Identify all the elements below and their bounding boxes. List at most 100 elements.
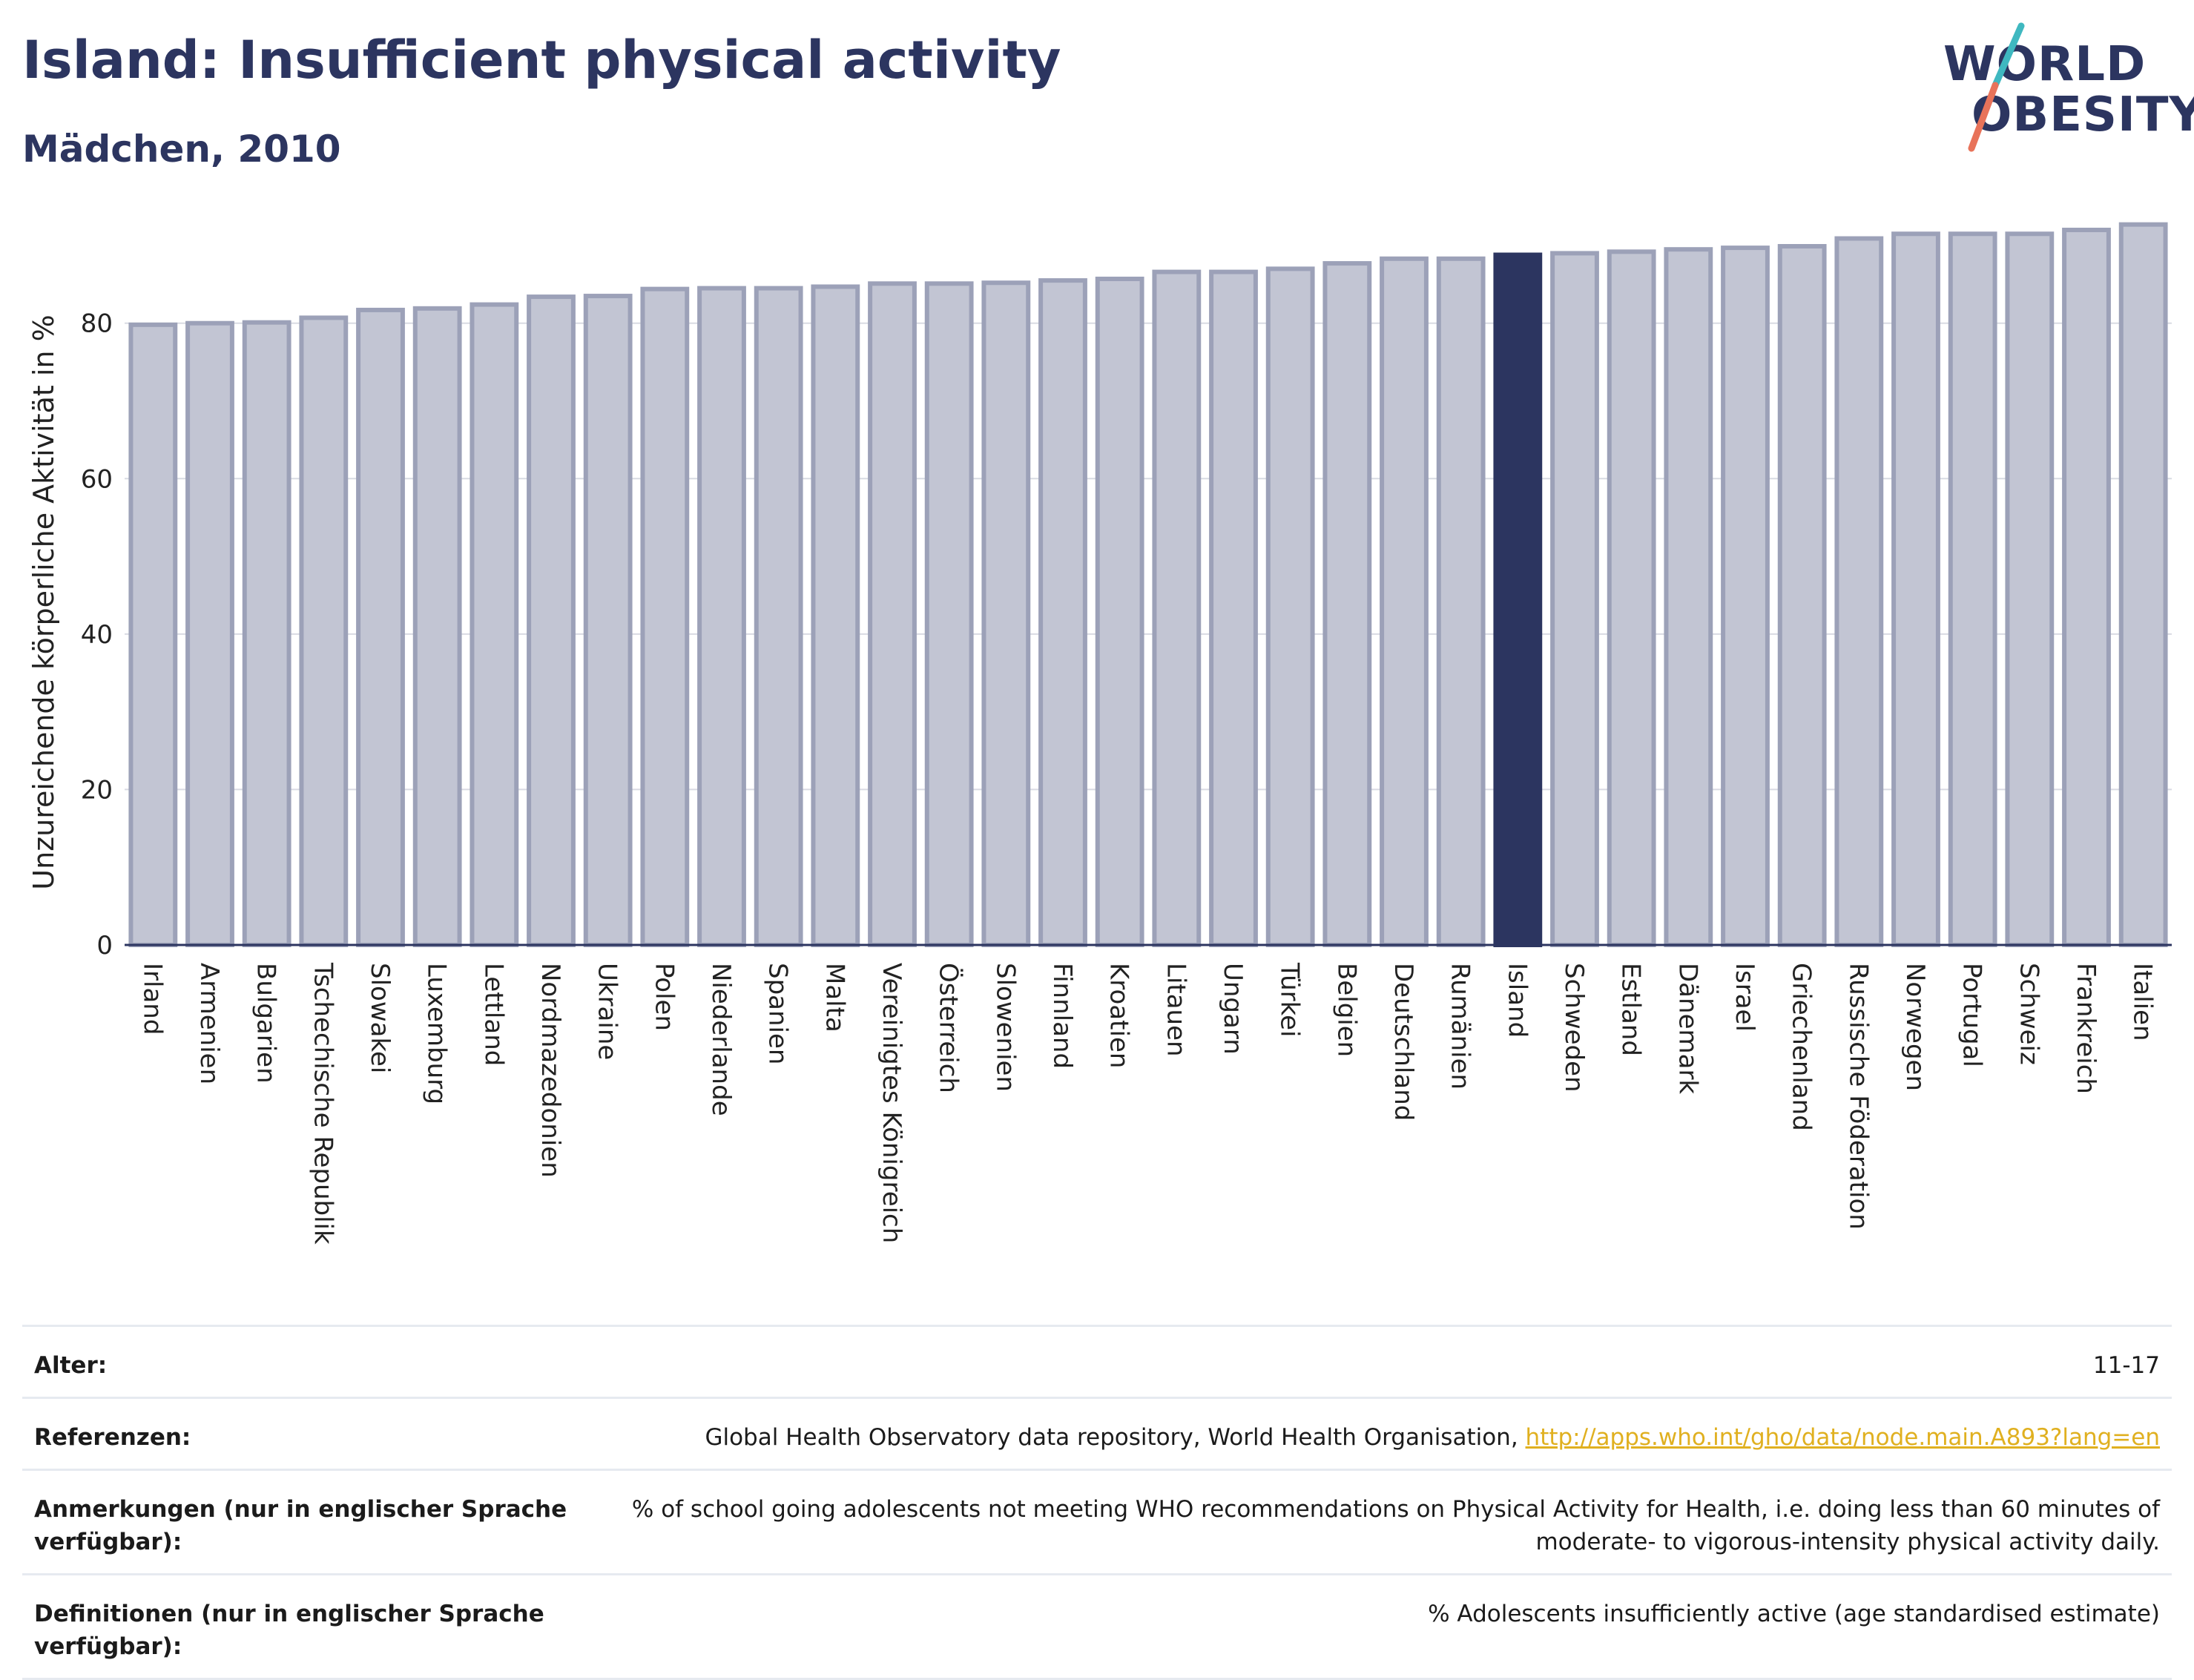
reference-text: Global Health Observatory data repositor… — [705, 1424, 1526, 1451]
info-value: % Adolescents insufficiently active (age… — [1428, 1601, 2160, 1627]
info-key: Alter: — [34, 1352, 108, 1379]
bar — [1948, 231, 1997, 947]
bar — [470, 302, 519, 947]
x-tick-label: Slowakei — [365, 963, 395, 1073]
x-tick-label: Belgien — [1331, 963, 1361, 1057]
bar — [2118, 222, 2168, 947]
bar — [1209, 269, 1258, 948]
y-tick-label: 20 — [81, 775, 113, 805]
bar — [811, 284, 860, 947]
info-key: Anmerkungen (nur in englischer Sprache v… — [34, 1496, 567, 1555]
page-title: Island: Insufficient physical activity — [22, 30, 1061, 90]
bar — [1436, 256, 1486, 947]
x-tick-label: Luxemburg — [422, 963, 452, 1104]
bar — [527, 294, 576, 947]
x-tick-label: Irland — [137, 963, 167, 1035]
x-tick-label: Armenien — [194, 963, 224, 1084]
bar — [1891, 231, 1940, 947]
info-row-age: Alter: 11-17 — [22, 1325, 2172, 1397]
bar — [1721, 246, 1770, 948]
x-tick-label: Spanien — [763, 963, 793, 1064]
bar — [1550, 251, 1599, 948]
x-tick-label: Slowenien — [990, 963, 1020, 1092]
x-tick-label: Ukraine — [593, 963, 622, 1060]
info-key: Definitionen (nur in englischer Sprache … — [34, 1601, 544, 1660]
info-value: Global Health Observatory data repositor… — [568, 1421, 2160, 1454]
x-tick-label: Schweiz — [2014, 963, 2043, 1065]
x-tick-label: Tschechische Republik — [308, 962, 337, 1245]
bar — [1380, 256, 1429, 947]
y-tick-label: 40 — [81, 620, 113, 650]
x-tick-label: Malta — [820, 963, 849, 1032]
x-tick-label: Portugal — [1957, 963, 1987, 1067]
x-tick-label: Litauen — [1161, 963, 1190, 1057]
x-tick-label: Österreich — [934, 963, 964, 1093]
info-key: Referenzen: — [34, 1424, 191, 1451]
x-tick-label: Niederlande — [706, 963, 736, 1116]
info-table: Alter: 11-17 Referenzen: Global Health O… — [22, 1325, 2172, 1680]
bar — [1607, 249, 1656, 948]
x-tick-label: Türkei — [1275, 962, 1305, 1037]
x-tick-label: Rumänien — [1446, 963, 1475, 1090]
x-tick-label: Nordmazedonien — [536, 963, 565, 1178]
x-tick-label: Bulgarien — [251, 963, 281, 1084]
bar — [981, 280, 1031, 947]
x-tick-label: Israel — [1730, 963, 1759, 1032]
bar — [412, 306, 462, 947]
world-obesity-logo: WORLD OBESITY — [1928, 22, 2194, 156]
bar — [1664, 247, 1713, 947]
bar — [640, 286, 690, 948]
info-row-definitions: Definitionen (nur in englischer Sprache … — [22, 1573, 2172, 1680]
bar — [1834, 236, 1884, 948]
bar — [1777, 244, 1827, 947]
x-tick-label: Italien — [2128, 963, 2158, 1041]
x-tick-label: Vereinigtes Königreich — [877, 963, 906, 1243]
bar-chart: 0 20 40 60 80 Unzureichende körperliche Aktiv… — [27, 222, 2172, 1245]
x-tick-label: Polen — [649, 963, 679, 1031]
y-axis-label: Unzureichende körperliche Aktivität in % — [27, 314, 60, 889]
bar — [242, 320, 291, 948]
bar — [1095, 277, 1144, 947]
reference-link[interactable]: http://apps.who.int/gho/data/node.main.A… — [1525, 1424, 2160, 1451]
x-tick-label: Estland — [1616, 963, 1646, 1056]
y-tick-label: 0 — [96, 931, 113, 961]
x-tick-label: Russische Föderation — [1843, 963, 1873, 1230]
x-tick-label: Schweden — [1559, 963, 1589, 1093]
x-tick-label: Ungarn — [1218, 963, 1248, 1055]
bar — [2005, 231, 2055, 947]
logo-line-2: OBESITY — [1971, 88, 2194, 142]
x-tick-label: Norwegen — [1900, 963, 1930, 1091]
bar — [924, 281, 974, 947]
x-tick-label: Frankreich — [2071, 963, 2101, 1094]
bar — [583, 294, 633, 947]
x-tick-label: Island — [1502, 963, 1532, 1038]
info-value: 11-17 — [2092, 1352, 2160, 1379]
bar — [1152, 269, 1202, 948]
bar — [185, 320, 234, 947]
bar-highlight — [1493, 252, 1543, 947]
bar — [754, 286, 803, 947]
x-tick-label: Lettland — [478, 963, 508, 1066]
info-row-notes: Anmerkungen (nur in englischer Sprache v… — [22, 1469, 2172, 1573]
bar — [128, 322, 178, 947]
info-row-references: Referenzen: Global Health Observatory da… — [22, 1397, 2172, 1469]
info-value: % of school going adolescents not meetin… — [631, 1496, 2160, 1555]
bar — [2062, 228, 2111, 947]
x-tick-label: Finnland — [1047, 963, 1077, 1069]
y-tick-label: 60 — [81, 464, 113, 494]
logo-line-1: WORLD — [1943, 37, 2147, 92]
bar — [868, 281, 917, 947]
bar — [1265, 266, 1315, 947]
logo-slash-icon — [1968, 22, 2025, 152]
page-subtitle: Mädchen, 2010 — [22, 128, 341, 171]
y-tick-label: 80 — [81, 309, 113, 339]
bar — [299, 315, 349, 947]
bar — [1038, 278, 1087, 947]
x-tick-label: Deutschland — [1388, 963, 1418, 1121]
x-tick-label: Dänemark — [1673, 963, 1702, 1094]
bar — [356, 307, 405, 947]
bar — [1322, 261, 1372, 947]
bar — [697, 286, 746, 947]
x-tick-label: Griechenland — [1787, 963, 1816, 1131]
x-tick-label: Kroatien — [1104, 963, 1134, 1068]
